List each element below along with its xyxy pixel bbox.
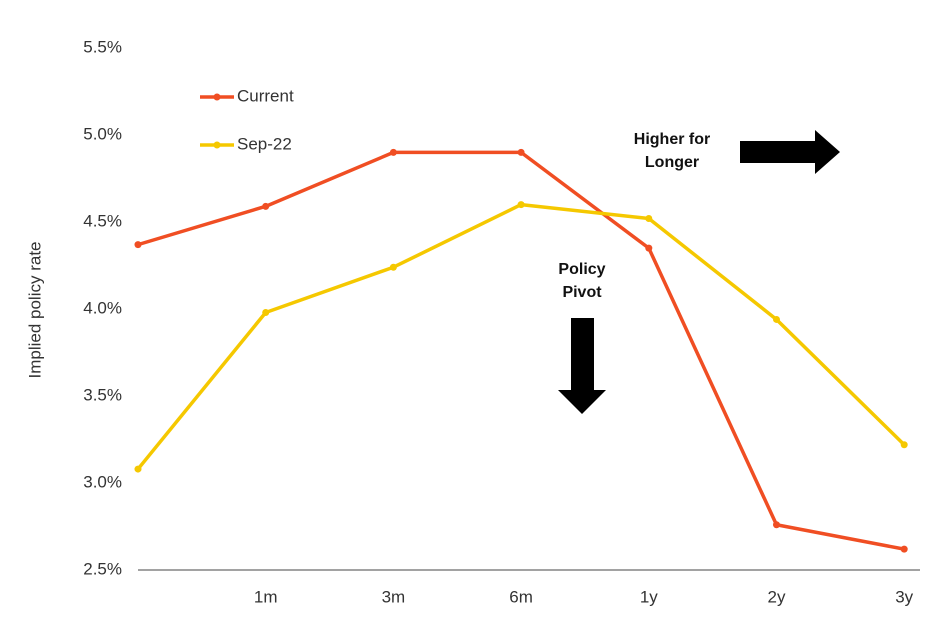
legend-label: Current [237,86,294,105]
legend-marker [213,141,221,149]
point [262,308,270,316]
x-tick-label: 2y [768,587,786,606]
legend-marker [213,93,221,101]
x-tick-label: 6m [509,587,533,606]
x-tick-label: 1y [640,587,658,606]
point [262,202,270,210]
point [517,148,525,156]
point [134,241,142,249]
point [900,441,908,449]
y-tick-label: 3.0% [83,472,122,491]
point [389,148,397,156]
y-tick-label: 4.5% [83,211,122,230]
point [773,315,780,323]
annotation: Longer [645,154,699,171]
point [645,244,653,252]
y-tick-label: 5.5% [83,37,122,56]
y-tick-label: 5.0% [83,124,122,143]
x-tick-label: 1m [254,587,278,606]
y-tick-label: 3.5% [83,385,122,404]
arrow-down [558,318,606,414]
x-tick-label: 3m [382,587,406,606]
point [517,201,525,209]
x-tick-label: 3y [895,587,913,606]
point [134,465,142,473]
annotation: Policy [558,261,605,278]
arrow-right [740,130,840,174]
series-line [136,202,906,471]
y-tick-label: 2.5% [83,559,122,578]
point [645,215,653,223]
annotation: Higher for [634,131,710,148]
point [900,545,908,553]
annotation: Pivot [562,284,602,301]
y-tick-label: 4.0% [83,298,122,317]
y-axis-label: Implied policy rate [25,241,44,378]
point [389,263,397,271]
point [773,521,780,529]
legend-label: Sep-22 [237,134,292,153]
series-line [137,150,905,551]
